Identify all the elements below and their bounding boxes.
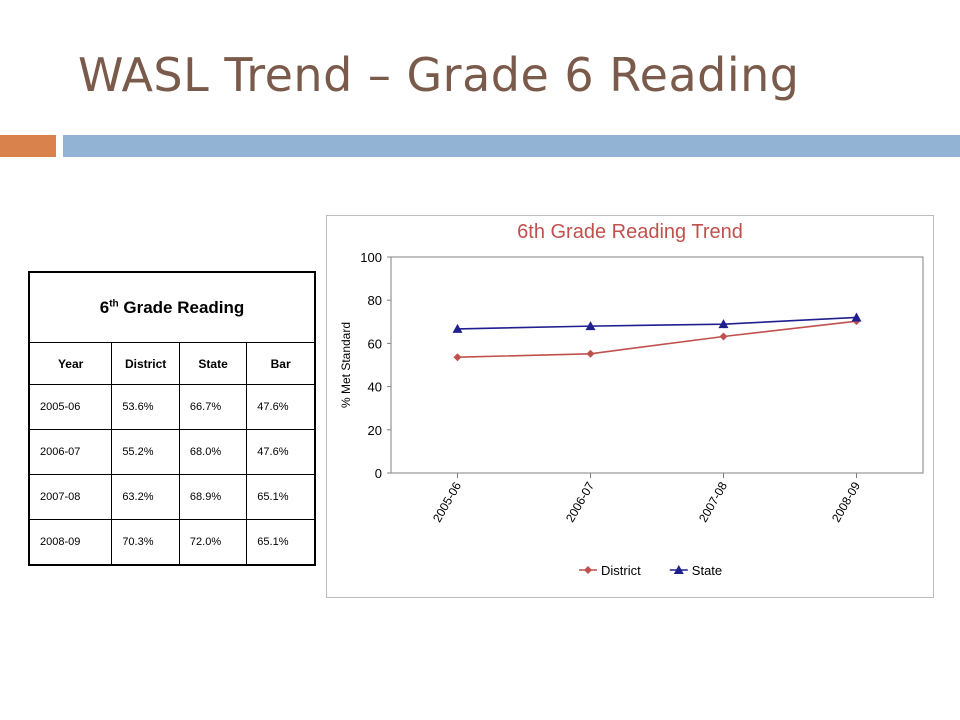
table-cell-district: 53.6% [111,383,180,430]
table-cell-year: 2006-07 [28,428,113,475]
district-data-point [586,349,595,358]
x-tick-label: 2006-07 [563,479,597,524]
y-tick-label: 100 [360,250,382,265]
table-caption-row: 6th Grade Reading [28,271,316,344]
table-header-row: Year District State Bar [28,342,316,385]
reading-data-table: 6th Grade Reading Year District State Ba… [28,271,316,566]
plot-area [390,256,924,474]
table-cell-year: 2007-08 [28,473,113,520]
column-header-district: District [111,342,180,385]
table-caption-suffix: th [109,297,119,309]
table-cell-district: 55.2% [111,428,180,475]
column-header-state: State [178,342,248,385]
column-header-year: Year [28,342,113,385]
table-caption: 6th Grade Reading [28,271,316,344]
table-cell-state: 72.0% [178,518,248,566]
state-series-line [457,316,857,330]
table-cell-bar: 47.6% [246,428,316,475]
chart-title: 6th Grade Reading Trend [517,221,743,243]
table-cell-state: 68.9% [178,473,248,520]
x-tick-label: 2007-08 [696,479,730,524]
x-tick-label: 2005-06 [430,479,464,524]
y-tick-label: 20 [368,423,382,438]
table-cell-bar: 47.6% [246,383,316,430]
district-legend-marker [584,566,592,574]
district-data-point [719,332,728,341]
table-cell-bar: 65.1% [246,518,316,566]
y-tick-label: 40 [368,380,382,395]
table-cell-district: 70.3% [111,518,180,566]
y-axis-label: % Met Standard [339,322,353,408]
district-data-point [453,353,462,362]
chart-frame: 6th Grade Reading Trend 0 20 40 60 80 100 % Met… [326,215,934,598]
state-data-point [585,321,596,331]
table-cell-bar: 65.1% [246,473,316,520]
state-data-point [851,312,862,322]
district-legend-label: District [601,563,641,578]
table-cell-year: 2008-09 [28,518,113,566]
table-cell-state: 66.7% [178,383,248,430]
table-row: 2008-09 70.3% 72.0% 65.1% [28,518,316,566]
state-legend-marker [673,565,684,574]
column-header-bar: Bar [246,342,316,385]
table-caption-text: Grade Reading [118,297,245,317]
y-tick-label: 80 [368,293,382,308]
x-tick-label: 2008-09 [829,479,863,524]
district-series-line [457,320,857,359]
state-data-point [718,319,729,329]
table-caption-number: 6 [99,297,110,317]
state-legend-label: State [692,563,722,578]
table-cell-year: 2005-06 [28,383,113,430]
state-data-point [452,323,463,333]
trend-chart: 6th Grade Reading Trend 0 20 40 60 80 100 % Met… [339,221,924,578]
slide-title: WASL Trend – Grade 6 Reading [78,48,800,102]
table-cell-state: 68.0% [178,428,248,475]
y-tick-label: 0 [375,466,382,481]
accent-bar-left [0,135,56,157]
table-row: 2005-06 53.6% 66.7% 47.6% [28,383,316,430]
y-tick-label: 60 [368,336,382,351]
accent-bar-right [63,135,960,157]
table-row: 2007-08 63.2% 68.9% 65.1% [28,473,316,520]
table-cell-district: 63.2% [111,473,180,520]
table-row: 2006-07 55.2% 68.0% 47.6% [28,428,316,475]
